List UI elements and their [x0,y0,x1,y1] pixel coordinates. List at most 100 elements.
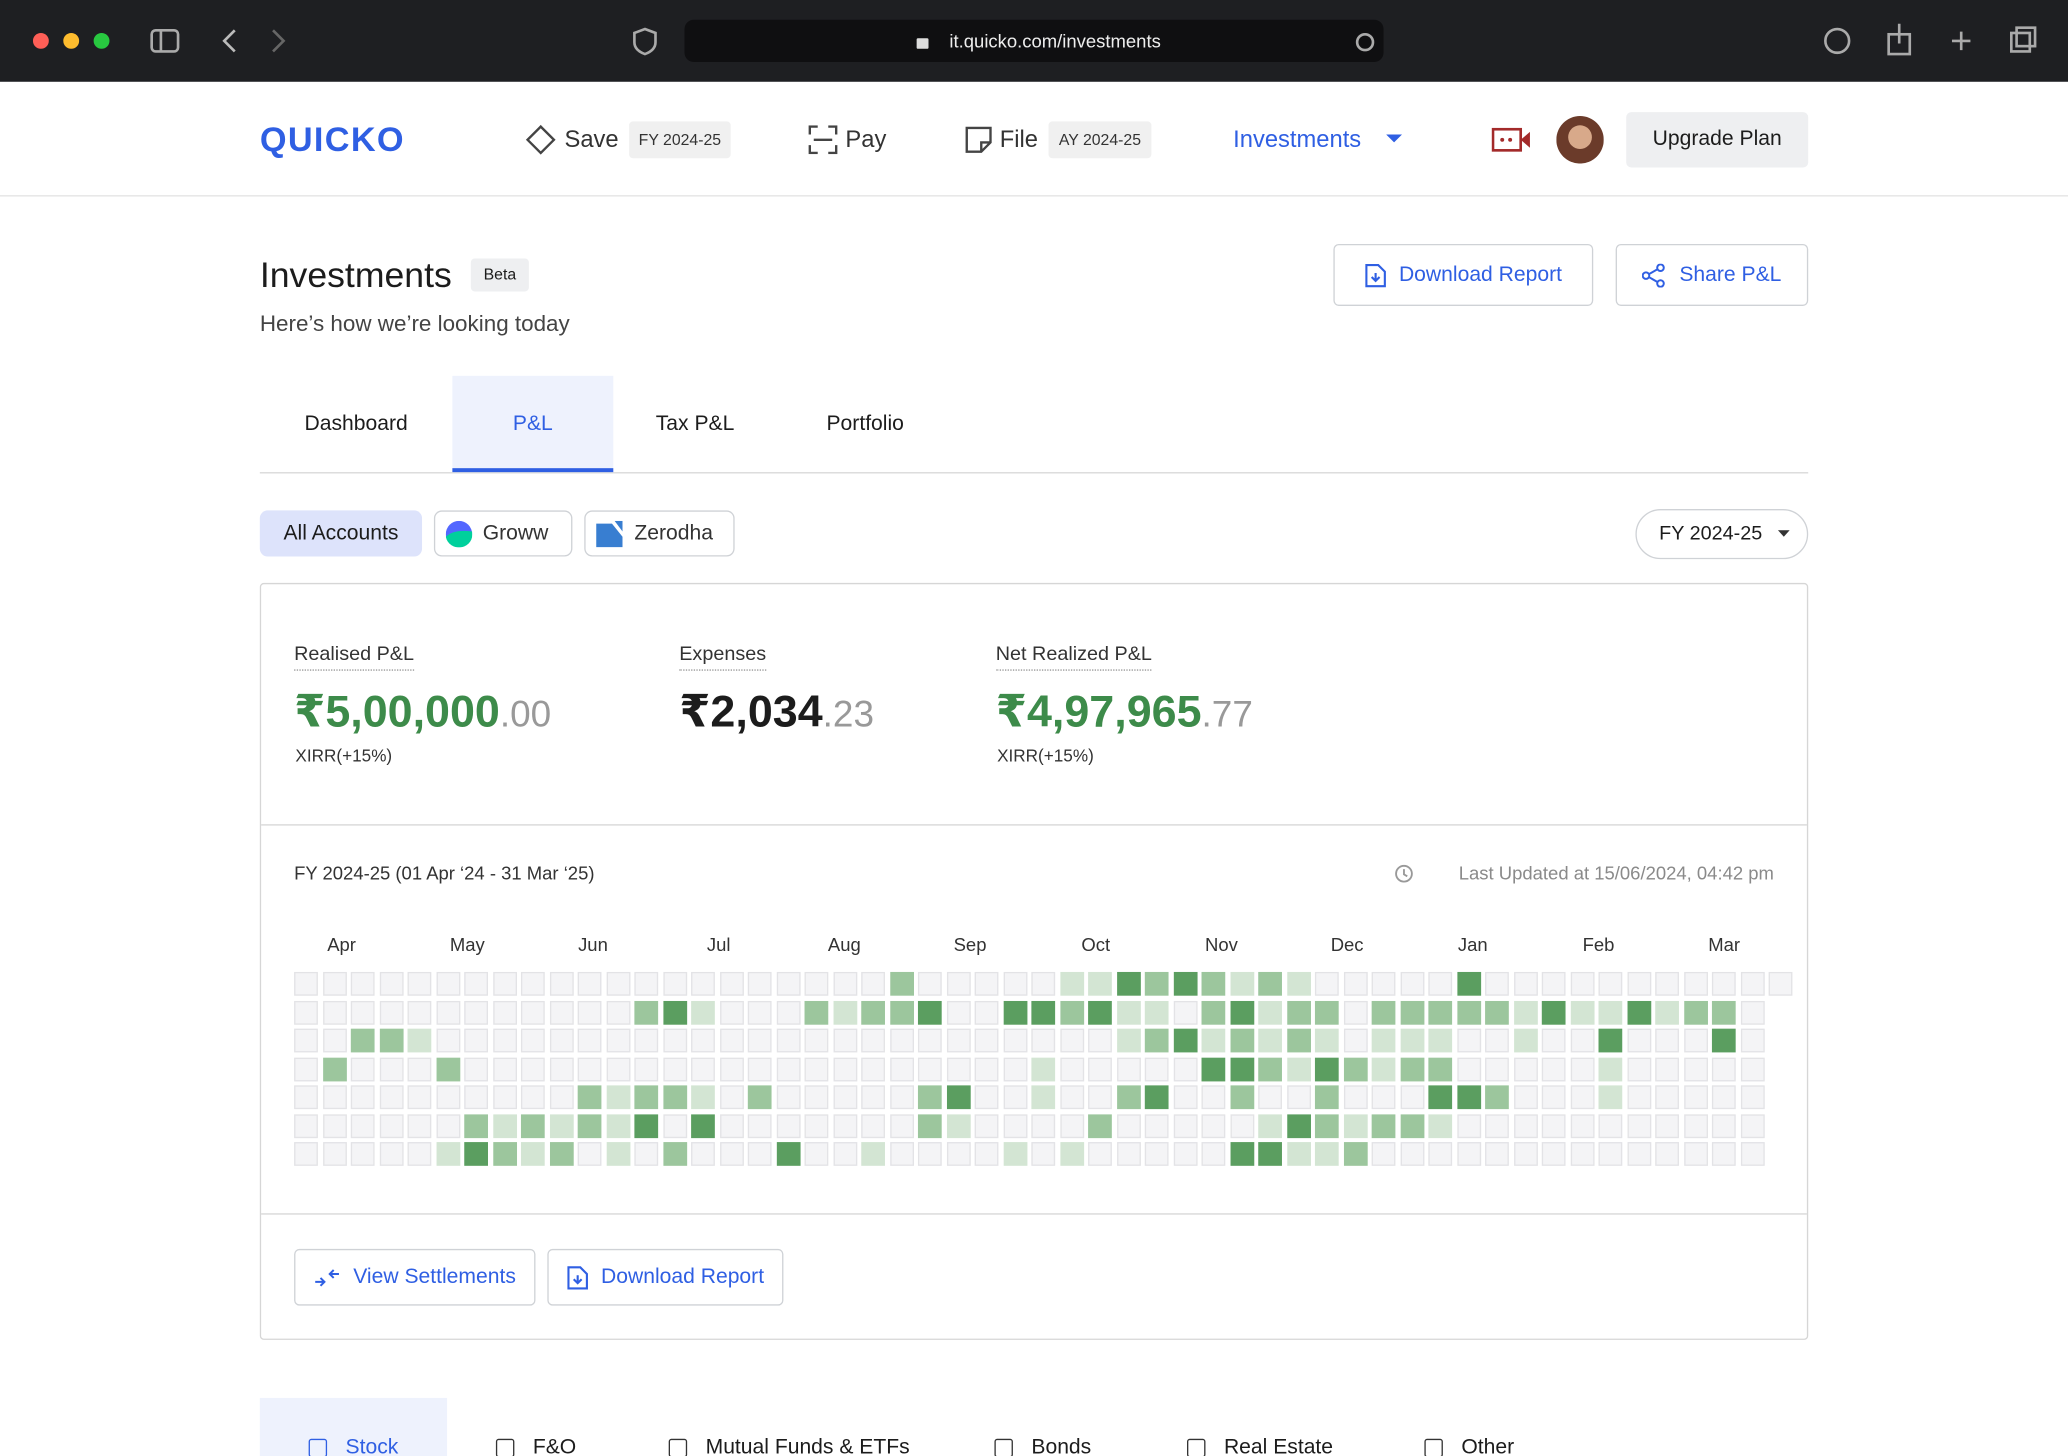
heatmap-cell [1116,1028,1141,1053]
tabs-divider [259,472,1809,474]
heatmap-cell [294,1028,318,1053]
heatmap-cell [1428,1085,1453,1110]
heatmap-cell [577,1028,602,1053]
heatmap-cell [379,1113,403,1138]
heatmap-cell [1371,971,1396,996]
heatmap-cell [350,1142,375,1166]
heatmap-cell [804,1000,829,1025]
heatmap-period: FY 2024-25 (01 Apr ‘24 - 31 Mar ‘25) [294,862,595,884]
url[interactable]: it.quicko.com/investments [949,30,1161,52]
metric-whole: ₹5,00,000 [294,687,500,738]
tab[interactable]: Dashboard [304,412,408,436]
heatmap-cell [1740,1085,1765,1110]
heatmap-cell [662,1142,687,1166]
heatmap-cell [747,1113,772,1138]
heatmap-cell [1768,971,1793,996]
heatmap-cell [917,971,942,996]
asset-tab-icon [495,1438,515,1456]
heatmap-cell [577,1113,602,1138]
download-button[interactable]: Download Report [547,1248,784,1306]
asset-tab-active[interactable]: Stock [345,1436,399,1456]
heatmap-cell [634,1028,659,1053]
tab-active[interactable]: P&L [512,412,553,436]
asset-tab[interactable]: Real Estate [1223,1436,1334,1456]
heatmap-cell [861,971,885,996]
heatmap-cell [577,971,602,996]
heatmap-cell [322,1028,347,1053]
heatmap-cell [379,1000,403,1025]
heatmap-cell [1626,1113,1651,1138]
nav-item[interactable]: File [999,125,1038,153]
heatmap-cell [549,1085,574,1110]
heatmap-cell [322,1142,347,1166]
heatmap-cell [946,1085,971,1110]
video-icon[interactable] [1491,125,1532,154]
account-chip[interactable]: Zerodha [584,510,735,557]
heatmap-cell [747,1028,772,1053]
heatmap-cell [492,1113,517,1138]
heatmap-cell [974,1113,999,1138]
file-icon [965,126,992,153]
heatmap-cell [1598,1142,1623,1166]
asset-tab[interactable]: F&O [532,1436,577,1456]
heatmap-cell [1570,1000,1594,1025]
heatmap-cell [1059,1113,1084,1138]
heatmap-cell [1116,1085,1141,1110]
zerodha-logo [596,520,623,548]
asset-tab[interactable]: Bonds [1031,1436,1092,1456]
metric-value: ₹4,97,965.77 [996,686,1253,739]
heatmap-cell [1400,1085,1424,1110]
share-button[interactable]: Share P&L [1615,243,1809,306]
heatmap-cell [719,1028,744,1053]
heatmap-cell [1144,1085,1169,1110]
heatmap-cell [549,1000,574,1025]
heatmap-cell [379,1057,403,1081]
heatmap-cell [1711,1085,1736,1110]
button-label: View Settlements [353,1265,516,1288]
account-chip[interactable]: Groww [433,510,573,557]
nav-item-active[interactable]: Investments [1233,125,1362,153]
asset-tab-active-bg [259,1397,448,1456]
heatmap-cell [889,971,914,996]
heatmap-cell [1371,1057,1396,1081]
heatmap-cell [407,1142,432,1166]
heatmap-cell [1314,1057,1339,1081]
heatmap-cell [606,1000,630,1025]
heatmap-cell [1371,1085,1396,1110]
button-label: Download Report [601,1265,765,1288]
pay-icon [808,125,838,155]
avatar[interactable] [1556,116,1604,164]
heatmap-cell [804,1142,829,1166]
heatmap-cell [1173,1113,1197,1138]
heatmap-cell [577,1057,602,1081]
period-select[interactable]: FY 2024-25 [1635,509,1809,560]
settlements-button[interactable]: View Settlements [294,1248,536,1306]
upgrade-button[interactable]: Upgrade Plan [1626,112,1809,168]
heatmap-cell [407,1113,432,1138]
nav-item[interactable]: Pay [845,125,887,153]
asset-tab[interactable]: Other [1461,1436,1515,1456]
heatmap-cell [1173,1057,1197,1081]
heatmap-cell [861,1057,885,1081]
heatmap-cell [776,1028,800,1053]
tab[interactable]: Portfolio [826,412,904,436]
heatmap-cell [1059,1085,1084,1110]
account-chip-active[interactable]: All Accounts [259,510,423,557]
asset-tab[interactable]: Mutual Funds & ETFs [705,1436,910,1456]
logo[interactable]: QUICKO [259,119,405,159]
heatmap-cell [1144,1028,1169,1053]
heatmap-cell [1655,1000,1679,1025]
heatmap-cell [1570,1113,1594,1138]
heatmap-cell [1400,1113,1424,1138]
heatmap-cell [350,971,375,996]
download-button[interactable]: Download Report [1333,243,1594,306]
nav-item[interactable]: Save [564,125,619,153]
heatmap-cell [1683,1085,1708,1110]
heatmap-cell [1740,1028,1765,1053]
heatmap-cell [662,1057,687,1081]
heatmap-cell [1655,1057,1679,1081]
tab[interactable]: Tax P&L [655,412,735,436]
heatmap-cell [1116,1000,1141,1025]
heatmap-cell [889,1028,914,1053]
heatmap-cell [407,1028,432,1053]
